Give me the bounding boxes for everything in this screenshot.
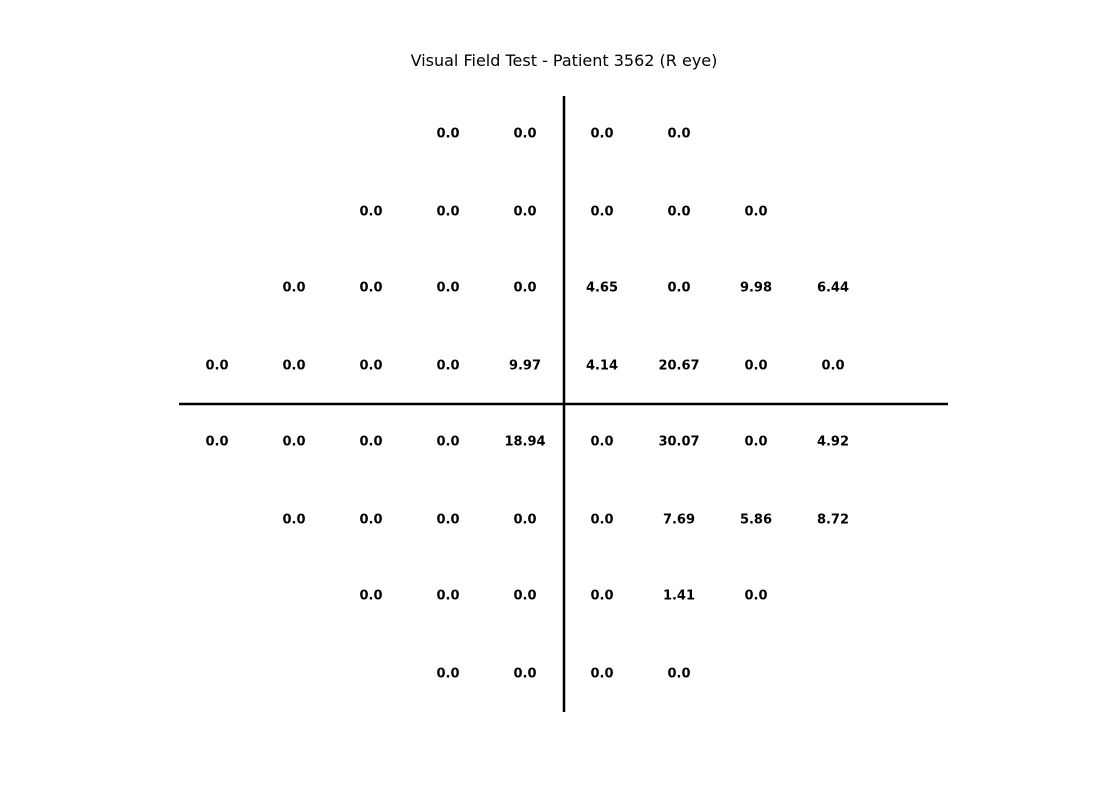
threshold-value-r1-c3: 0.0 bbox=[436, 205, 459, 220]
threshold-value-r6-c6: 1.41 bbox=[663, 589, 695, 604]
threshold-value-r3-c7: 0.0 bbox=[744, 359, 767, 374]
threshold-value-r4-c8: 4.92 bbox=[817, 435, 849, 450]
threshold-value-r4-c2: 0.0 bbox=[359, 435, 382, 450]
threshold-value-r3-c8: 0.0 bbox=[821, 359, 844, 374]
threshold-value-r0-c3: 0.0 bbox=[436, 127, 459, 142]
threshold-value-r4-c7: 0.0 bbox=[744, 435, 767, 450]
threshold-value-r2-c8: 6.44 bbox=[817, 281, 849, 296]
threshold-value-r6-c5: 0.0 bbox=[590, 589, 613, 604]
threshold-value-r5-c2: 0.0 bbox=[359, 513, 382, 528]
threshold-value-r6-c4: 0.0 bbox=[513, 589, 536, 604]
threshold-values: 0.0 0.0 0.0 0.0 0.0 0.0 0.0 0.0 0.0 0.0 0.0 0.0 0.0 0… bbox=[205, 127, 849, 682]
threshold-value-r5-c7: 5.86 bbox=[740, 513, 772, 528]
threshold-value-r2-c5: 4.65 bbox=[586, 281, 618, 296]
threshold-value-r5-c8: 8.72 bbox=[817, 513, 849, 528]
threshold-value-r2-c3: 0.0 bbox=[436, 281, 459, 296]
threshold-value-r4-c3: 0.0 bbox=[436, 435, 459, 450]
threshold-value-r3-c5: 4.14 bbox=[586, 359, 618, 374]
threshold-value-r5-c5: 0.0 bbox=[590, 513, 613, 528]
threshold-value-r4-c6: 30.07 bbox=[658, 435, 699, 450]
threshold-value-r3-c6: 20.67 bbox=[658, 359, 699, 374]
threshold-value-r5-c4: 0.0 bbox=[513, 513, 536, 528]
threshold-value-r6-c3: 0.0 bbox=[436, 589, 459, 604]
threshold-value-r1-c2: 0.0 bbox=[359, 205, 382, 220]
threshold-value-r5-c1: 0.0 bbox=[282, 513, 305, 528]
threshold-value-r2-c6: 0.0 bbox=[667, 281, 690, 296]
threshold-value-r5-c6: 7.69 bbox=[663, 513, 695, 528]
threshold-value-r2-c2: 0.0 bbox=[359, 281, 382, 296]
threshold-value-r7-c6: 0.0 bbox=[667, 667, 690, 682]
chart-title: Visual Field Test - Patient 3562 (R eye) bbox=[410, 51, 718, 70]
threshold-value-r2-c7: 9.98 bbox=[740, 281, 772, 296]
threshold-value-r3-c4: 9.97 bbox=[509, 359, 541, 374]
threshold-value-r7-c5: 0.0 bbox=[590, 667, 613, 682]
threshold-value-r4-c4: 18.94 bbox=[504, 435, 545, 450]
threshold-value-r5-c3: 0.0 bbox=[436, 513, 459, 528]
threshold-value-r3-c2: 0.0 bbox=[359, 359, 382, 374]
threshold-value-r1-c4: 0.0 bbox=[513, 205, 536, 220]
threshold-value-r7-c3: 0.0 bbox=[436, 667, 459, 682]
threshold-value-r2-c1: 0.0 bbox=[282, 281, 305, 296]
threshold-value-r3-c3: 0.0 bbox=[436, 359, 459, 374]
threshold-value-r3-c1: 0.0 bbox=[282, 359, 305, 374]
threshold-value-r2-c4: 0.0 bbox=[513, 281, 536, 296]
threshold-value-r4-c1: 0.0 bbox=[282, 435, 305, 450]
threshold-value-r6-c7: 0.0 bbox=[744, 589, 767, 604]
threshold-value-r0-c6: 0.0 bbox=[667, 127, 690, 142]
threshold-value-r0-c5: 0.0 bbox=[590, 127, 613, 142]
threshold-value-r3-c0: 0.0 bbox=[205, 359, 228, 374]
threshold-value-r6-c2: 0.0 bbox=[359, 589, 382, 604]
threshold-value-r4-c0: 0.0 bbox=[205, 435, 228, 450]
threshold-value-r4-c5: 0.0 bbox=[590, 435, 613, 450]
threshold-value-r1-c5: 0.0 bbox=[590, 205, 613, 220]
threshold-value-r7-c4: 0.0 bbox=[513, 667, 536, 682]
threshold-value-r0-c4: 0.0 bbox=[513, 127, 536, 142]
threshold-value-r1-c6: 0.0 bbox=[667, 205, 690, 220]
threshold-value-r1-c7: 0.0 bbox=[744, 205, 767, 220]
